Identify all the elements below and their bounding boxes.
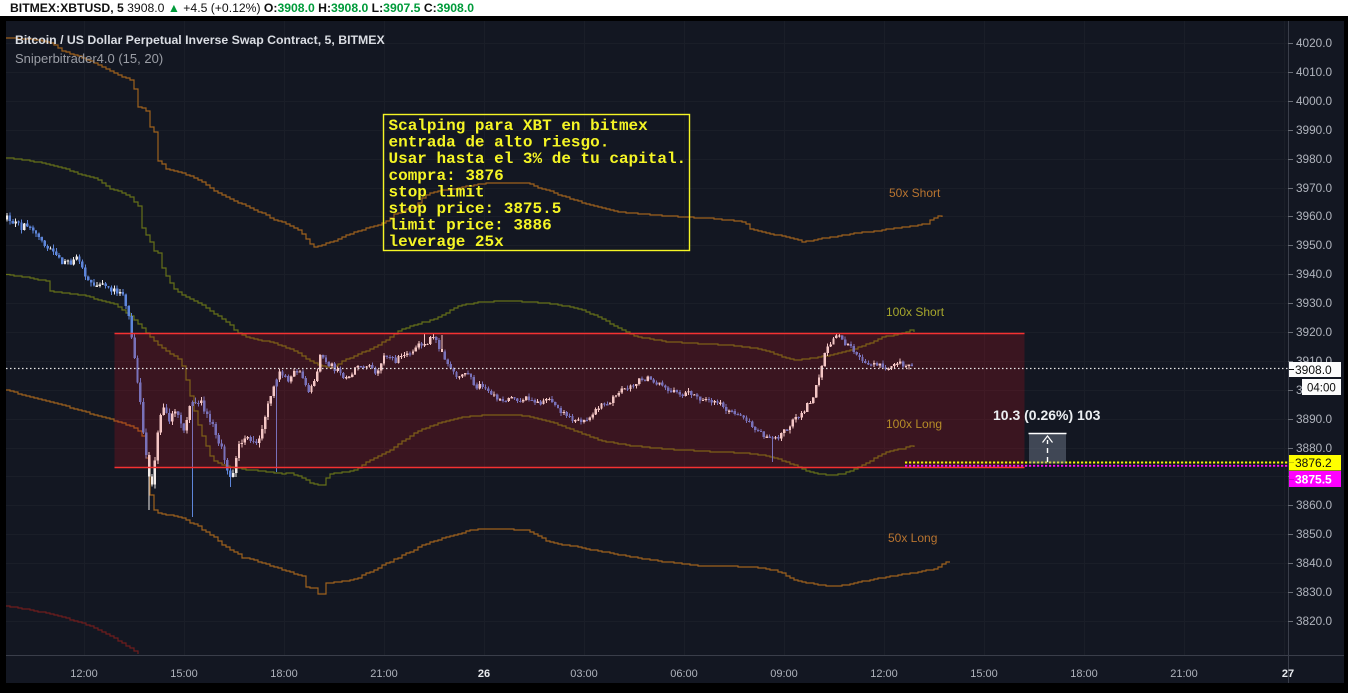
svg-text:3840.0: 3840.0 <box>1296 556 1333 570</box>
svg-text:3970.0: 3970.0 <box>1296 181 1333 195</box>
svg-text:15:00: 15:00 <box>170 668 198 680</box>
svg-text:4000.0: 4000.0 <box>1296 94 1333 108</box>
svg-text:3880.0: 3880.0 <box>1296 441 1333 455</box>
svg-text:15:00: 15:00 <box>970 668 998 680</box>
svg-text:4020.0: 4020.0 <box>1296 36 1333 50</box>
svg-text:Bitcoin / US Dollar Perpetual: Bitcoin / US Dollar Perpetual Inverse Sw… <box>15 33 385 47</box>
svg-text:3920.0: 3920.0 <box>1296 325 1333 339</box>
svg-text:50x Long: 50x Long <box>888 531 937 545</box>
svg-text:3908.0: 3908.0 <box>1295 363 1332 377</box>
svg-text:18:00: 18:00 <box>1070 668 1098 680</box>
svg-text:21:00: 21:00 <box>1170 668 1198 680</box>
svg-text:100x Short: 100x Short <box>886 305 945 319</box>
svg-text:3850.0: 3850.0 <box>1296 527 1333 541</box>
svg-text:3980.0: 3980.0 <box>1296 152 1333 166</box>
svg-text:18:00: 18:00 <box>270 668 298 680</box>
svg-text:leverage 25x: leverage 25x <box>389 233 505 251</box>
svg-text:10.3 (0.26%) 103: 10.3 (0.26%) 103 <box>993 407 1101 423</box>
svg-text:06:00: 06:00 <box>670 668 698 680</box>
svg-text:27: 27 <box>1282 668 1294 680</box>
svg-text:3930.0: 3930.0 <box>1296 296 1333 310</box>
svg-text:26: 26 <box>478 668 490 680</box>
svg-text:3860.0: 3860.0 <box>1296 498 1333 512</box>
svg-text:12:00: 12:00 <box>70 668 98 680</box>
svg-text:3890.0: 3890.0 <box>1296 412 1333 426</box>
svg-text:Scalping para XBT en bitmex: Scalping para XBT en bitmex <box>389 117 649 135</box>
svg-text:04:00: 04:00 <box>1307 383 1336 395</box>
svg-text:limit price: 3886: limit price: 3886 <box>389 217 552 235</box>
svg-text:stop price: 3875.5: stop price: 3875.5 <box>389 200 562 218</box>
svg-text:3990.0: 3990.0 <box>1296 123 1333 137</box>
svg-text:BITMEX:XBTUSD, 5 3908.0 ▲ +4.5: BITMEX:XBTUSD, 5 3908.0 ▲ +4.5 (+0.12%) … <box>10 1 474 15</box>
svg-text:compra: 3876: compra: 3876 <box>389 167 504 185</box>
svg-text:12:00: 12:00 <box>870 668 898 680</box>
svg-text:Sniperbitrader4.0 (15, 20): Sniperbitrader4.0 (15, 20) <box>15 51 163 66</box>
svg-text:stop limit: stop limit <box>389 183 485 201</box>
svg-text:3960.0: 3960.0 <box>1296 209 1333 223</box>
svg-text:4010.0: 4010.0 <box>1296 65 1333 79</box>
svg-text:Usar hasta el 3% de tu capital: Usar hasta el 3% de tu capital. <box>389 150 687 168</box>
svg-text:3830.0: 3830.0 <box>1296 585 1333 599</box>
svg-text:3876.2: 3876.2 <box>1295 456 1332 470</box>
svg-text:3875.5: 3875.5 <box>1295 473 1332 487</box>
svg-text:3950.0: 3950.0 <box>1296 238 1333 252</box>
svg-text:entrada de alto riesgo.: entrada de alto riesgo. <box>389 134 610 152</box>
svg-text:3940.0: 3940.0 <box>1296 267 1333 281</box>
svg-text:03:00: 03:00 <box>570 668 598 680</box>
svg-text:09:00: 09:00 <box>770 668 798 680</box>
svg-text:50x Short: 50x Short <box>889 186 941 200</box>
svg-text:100x Long: 100x Long <box>886 417 942 431</box>
svg-text:21:00: 21:00 <box>370 668 398 680</box>
svg-text:3820.0: 3820.0 <box>1296 614 1333 628</box>
